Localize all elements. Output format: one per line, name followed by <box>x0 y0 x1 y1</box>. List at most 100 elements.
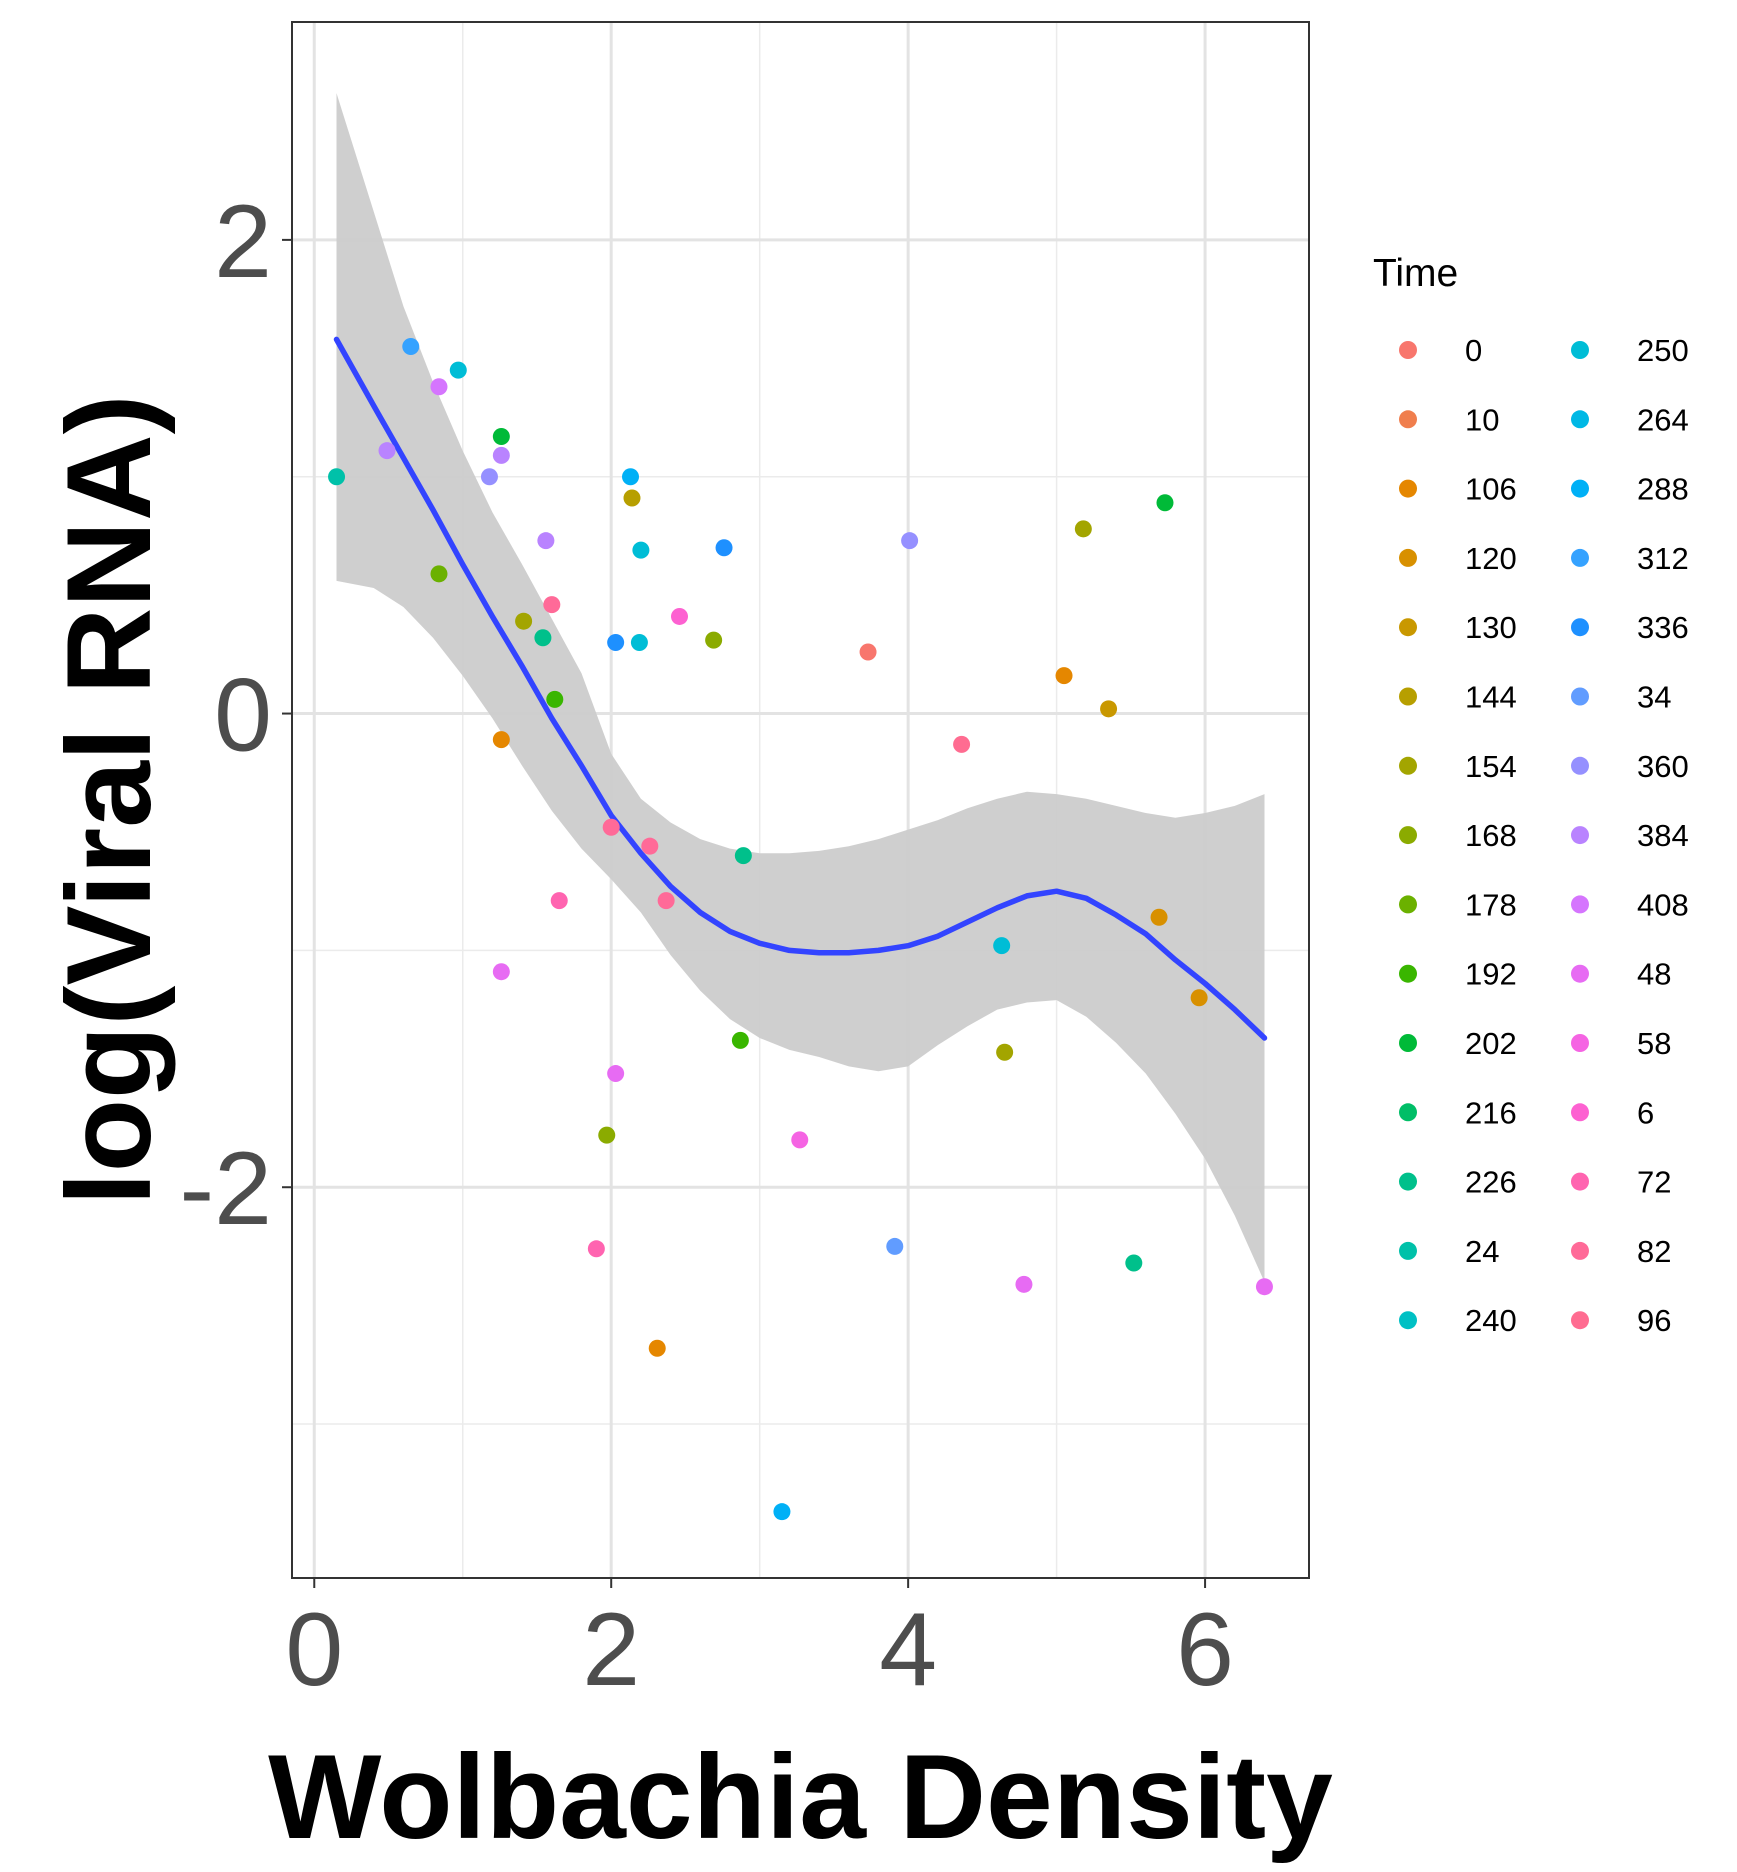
legend-entry: 10 <box>1399 402 1499 437</box>
legend-label: 192 <box>1465 957 1517 992</box>
data-point <box>715 539 733 557</box>
legend-entry: 144 <box>1399 680 1517 715</box>
legend-label: 264 <box>1637 402 1689 437</box>
data-point <box>886 1237 904 1255</box>
data-point <box>791 1131 809 1149</box>
confidence-band-area <box>336 93 1265 1283</box>
data-point <box>378 442 396 460</box>
data-point <box>534 629 552 647</box>
data-point <box>430 378 448 396</box>
legend: Time 0 10 106 120 130 144 154 168 178 192 202 216 22… <box>1373 252 1689 1338</box>
legend-label: 360 <box>1637 749 1689 784</box>
legend-label: 0 <box>1465 333 1482 368</box>
panel-background <box>292 22 1309 1578</box>
data-point <box>480 468 498 486</box>
legend-key <box>1399 410 1417 429</box>
legend-key <box>1571 1034 1589 1052</box>
legend-label: 144 <box>1465 680 1517 715</box>
data-point <box>543 596 561 614</box>
data-point <box>996 1043 1014 1061</box>
plot-frame <box>291 21 1310 1579</box>
legend-label: 130 <box>1465 610 1517 645</box>
y-tick-label: 0 <box>214 658 272 774</box>
data-point <box>587 1240 605 1258</box>
legend-label: 250 <box>1637 333 1689 368</box>
legend-key <box>1571 756 1589 775</box>
legend-entry: 226 <box>1399 1165 1517 1200</box>
legend-entry: 0 <box>1399 333 1482 368</box>
legend-entry: 178 <box>1399 887 1517 922</box>
data-point <box>492 427 510 445</box>
y-tick-label: -2 <box>180 1131 272 1247</box>
data-point <box>1055 667 1073 685</box>
data-point <box>449 361 467 379</box>
legend-entry: 24 <box>1399 1234 1499 1269</box>
data-point <box>648 1339 666 1357</box>
legend-label: 34 <box>1637 680 1671 715</box>
legend-key <box>1571 479 1589 498</box>
data-point <box>546 690 564 708</box>
legend-entry: 216 <box>1399 1095 1517 1130</box>
data-point <box>657 892 675 910</box>
x-axis-title: Wolbachia Density <box>268 1730 1333 1864</box>
data-point <box>734 847 752 865</box>
data-point <box>731 1031 749 1049</box>
data-point <box>670 607 688 625</box>
legend-entry: 130 <box>1399 610 1517 645</box>
legend-entry: 96 <box>1571 1303 1671 1338</box>
legend-key <box>1571 1103 1589 1122</box>
legend-entry: 58 <box>1571 1026 1671 1061</box>
legend-entry: 360 <box>1571 749 1689 784</box>
x-tick-label: 0 <box>285 1592 343 1708</box>
legend-key <box>1571 618 1589 637</box>
legend-entry: 408 <box>1571 887 1689 922</box>
data-point <box>1156 494 1174 512</box>
data-point <box>537 532 555 550</box>
legend-label: 408 <box>1637 887 1689 922</box>
legend-key <box>1399 548 1417 567</box>
legend-label: 72 <box>1637 1165 1671 1200</box>
legend-entry: 264 <box>1571 402 1689 437</box>
legend-entry: 106 <box>1399 472 1517 507</box>
legend-label: 48 <box>1637 957 1671 992</box>
data-point <box>630 634 648 652</box>
legend-title: Time <box>1373 252 1458 295</box>
data-point <box>607 634 625 652</box>
legend-label: 120 <box>1465 541 1517 576</box>
legend-entry: 250 <box>1571 333 1689 368</box>
data-point <box>859 643 877 661</box>
legend-entry: 288 <box>1571 472 1689 507</box>
data-point <box>598 1126 616 1144</box>
legend-entry: 312 <box>1571 541 1689 576</box>
legend-key <box>1571 1172 1589 1191</box>
legend-entry: 154 <box>1399 749 1517 784</box>
data-point <box>328 468 346 486</box>
smooth-line <box>333 336 1268 1041</box>
legend-key <box>1571 1311 1589 1330</box>
data-point <box>1255 1278 1273 1296</box>
legend-label: 24 <box>1465 1234 1499 1269</box>
legend-entry: 384 <box>1571 818 1689 853</box>
legend-label: 10 <box>1465 402 1499 437</box>
data-point <box>632 541 650 559</box>
legend-label: 336 <box>1637 610 1689 645</box>
x-tick-label: 6 <box>1176 1592 1234 1708</box>
data-point <box>993 937 1011 955</box>
legend-key <box>1571 341 1589 359</box>
data-point <box>953 735 971 753</box>
data-point <box>623 489 641 507</box>
data-point <box>641 837 659 855</box>
legend-entry: 6 <box>1571 1095 1654 1130</box>
data-point <box>1125 1254 1143 1272</box>
confidence-band <box>336 93 1265 1283</box>
legend-label: 58 <box>1637 1026 1671 1061</box>
data-point <box>492 446 510 464</box>
legend-entry: 48 <box>1571 957 1671 992</box>
data-point <box>515 612 533 630</box>
data-point <box>901 532 919 550</box>
legend-key <box>1399 756 1417 775</box>
data-point <box>607 1065 625 1083</box>
y-axis-title: log(Viral RNA) <box>42 394 176 1205</box>
legend-key <box>1571 687 1589 706</box>
